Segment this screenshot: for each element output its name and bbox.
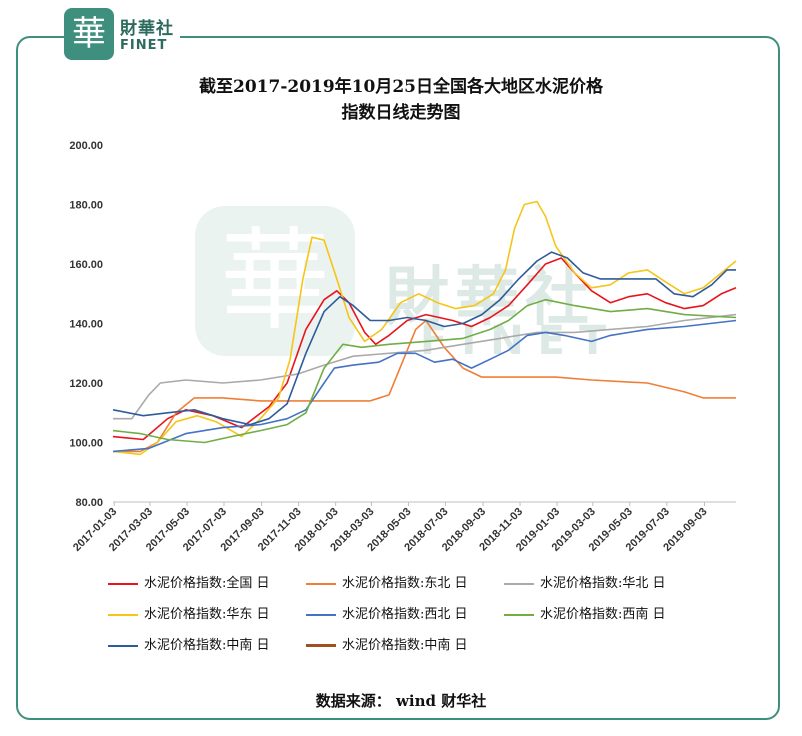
series-line-3: [112, 200, 737, 456]
legend-label: 水泥价格指数:西南 日: [540, 607, 666, 622]
series-line-6: [112, 251, 736, 426]
legend-label: 水泥价格指数:全国 日: [144, 576, 270, 591]
y-tick-label: 140.00: [69, 319, 103, 331]
legend-swatch: [306, 644, 336, 647]
finet-logo: 華 財華社 FINET: [64, 8, 180, 60]
legend-swatch: [504, 582, 534, 585]
chart-title-line1: 截至2017-2019年10月25日全国各大地区水泥价格: [199, 77, 603, 97]
chart-frame: [16, 36, 780, 720]
chart-title-line2: 指数日线走势图: [341, 103, 461, 123]
series-line-2: [113, 313, 737, 420]
legend-swatch: [108, 613, 138, 616]
series-line-0: [112, 257, 737, 441]
logo-name-en: FINET: [120, 38, 168, 53]
legend-item: 水泥价格指数:华东 日: [108, 603, 270, 622]
series-line-5: [112, 298, 737, 444]
series-line-4: [112, 319, 737, 453]
legend-swatch: [504, 613, 534, 616]
y-tick-label: 120.00: [69, 378, 103, 390]
series-line-1: [113, 319, 736, 453]
legend-label: 水泥价格指数:东北 日: [342, 576, 468, 591]
logo-name-cn: 財華社: [120, 19, 174, 39]
legend-item: 水泥价格指数:东北 日: [306, 572, 468, 591]
legend-label: 水泥价格指数:中南 日: [342, 638, 468, 653]
legend-item: 水泥价格指数:西北 日: [306, 603, 468, 622]
legend-swatch: [108, 582, 138, 585]
legend-label: 水泥价格指数:西北 日: [342, 607, 468, 622]
legend-label: 水泥价格指数:中南 日: [144, 638, 270, 653]
logo-mark: 華: [64, 8, 114, 60]
legend-swatch: [108, 644, 138, 647]
legend-item: 水泥价格指数:全国 日: [108, 572, 270, 591]
y-tick-label: 160.00: [69, 259, 103, 271]
data-source: 数据来源： wind 财华社: [315, 692, 487, 710]
legend-item: 水泥价格指数:中南 日: [108, 634, 270, 653]
legend-item: 水泥价格指数:华北 日: [504, 572, 666, 591]
y-tick-label: 80.00: [75, 497, 103, 509]
legend-item: 水泥价格指数:中南 日: [306, 634, 468, 653]
y-tick-label: 180.00: [69, 200, 103, 212]
legend-item: 水泥价格指数:西南 日: [504, 603, 666, 622]
y-tick-label: 200.00: [69, 140, 103, 152]
legend-label: 水泥价格指数:华北 日: [540, 576, 666, 591]
y-tick-label: 100.00: [69, 438, 103, 450]
legend-label: 水泥价格指数:华东 日: [144, 607, 270, 622]
legend-swatch: [306, 582, 336, 585]
legend-swatch: [306, 613, 336, 616]
